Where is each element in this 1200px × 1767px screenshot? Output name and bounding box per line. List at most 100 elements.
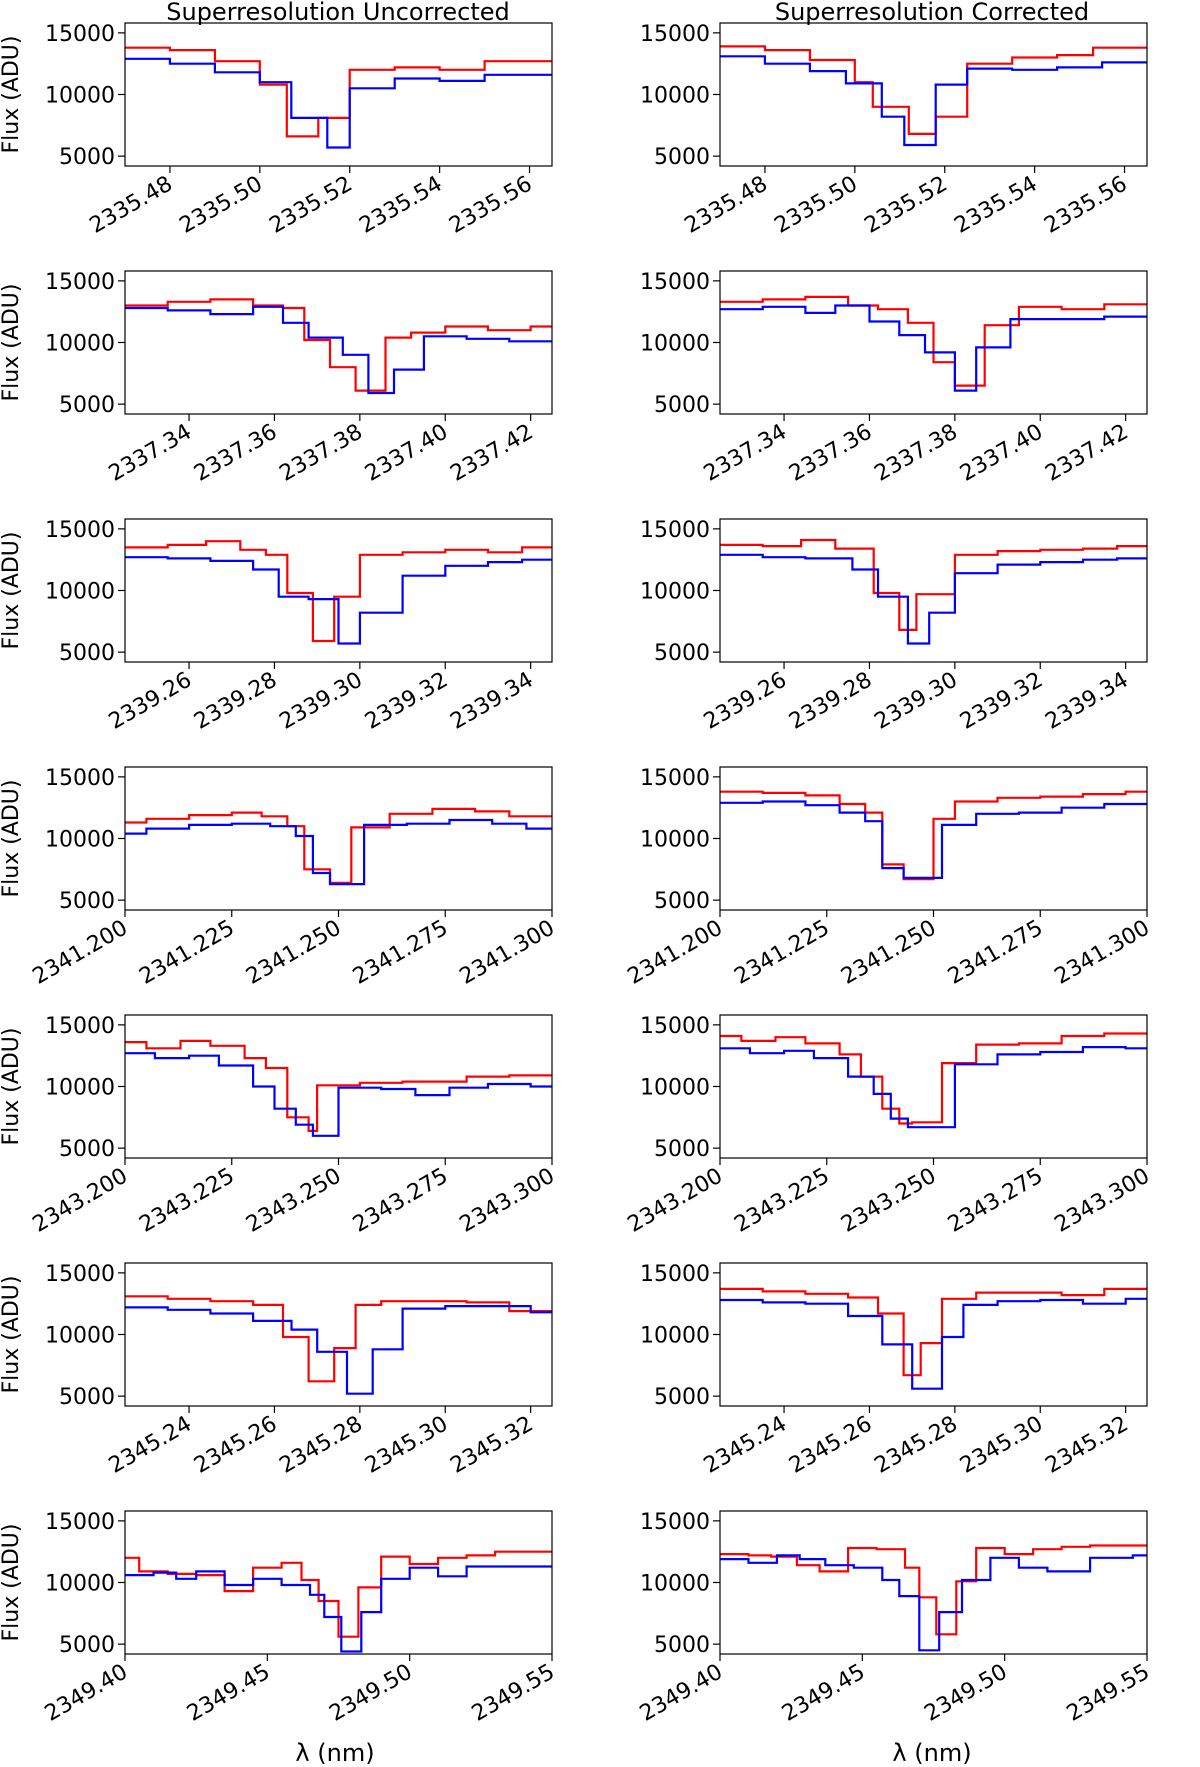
blue-series-line xyxy=(720,55,1147,147)
plot-frame xyxy=(719,1262,1148,1407)
x-tick-label: 2337.40 xyxy=(956,420,1047,487)
x-tick-label: 2349.50 xyxy=(325,1660,416,1727)
y-tick-label: 15000 xyxy=(45,270,115,295)
x-tick-label: 2341.225 xyxy=(730,916,833,990)
x-axis-label-left: λ (nm) xyxy=(295,1739,374,1767)
column-title-corrected: Superresolution Corrected xyxy=(775,0,1089,26)
x-tick-label: 2339.28 xyxy=(785,668,876,735)
x-tick-label: 2337.34 xyxy=(105,420,196,487)
x-tick-label: 2341.200 xyxy=(29,916,132,990)
x-tick-label: 2349.50 xyxy=(920,1660,1011,1727)
x-tick-label: 2349.45 xyxy=(778,1660,869,1727)
chart-panel: 5000 10000 15000 2349.40 2349.45 2349.50 2349.… xyxy=(0,1510,559,1727)
x-tick-label: 2345.24 xyxy=(105,1412,196,1479)
panels: 500010000150002335.482335.502335.522335.… xyxy=(0,22,1154,1727)
x-tick-label: 2345.30 xyxy=(956,1412,1047,1479)
x-tick-label: 2349.40 xyxy=(636,1660,727,1727)
y-tick-label: 10000 xyxy=(45,1572,115,1597)
red-series-line xyxy=(720,1544,1147,1636)
red-series-line xyxy=(125,298,552,392)
blue-series-line xyxy=(125,1305,552,1395)
x-tick-label: 2343.200 xyxy=(624,1164,727,1238)
x-tick-label: 2345.30 xyxy=(361,1412,452,1479)
chart-panel: 5000 10000 15000 2349.40 2349.45 2349.50 2349.… xyxy=(636,1510,1154,1727)
x-tick-label: 2335.52 xyxy=(265,172,356,239)
chart-panel: 500010000150002335.482335.502335.522335.… xyxy=(0,22,553,239)
y-tick-label: 5000 xyxy=(654,641,710,666)
x-tick-label: 2345.28 xyxy=(276,1412,367,1479)
blue-series-line xyxy=(125,1052,552,1137)
x-tick-label: 2337.38 xyxy=(871,420,962,487)
x-tick-label: 2337.34 xyxy=(700,420,791,487)
x-tick-label: 2345.32 xyxy=(446,1412,537,1479)
x-tick-label: 2341.275 xyxy=(349,916,452,990)
y-tick-label: 15000 xyxy=(640,270,710,295)
red-series-line xyxy=(125,807,552,884)
x-tick-label: 2345.24 xyxy=(700,1412,791,1479)
y-tick-label: 15000 xyxy=(45,22,115,47)
chart-panel: 500010000150002339.262339.282339.302339.… xyxy=(640,518,1148,735)
y-tick-label: 15000 xyxy=(45,518,115,543)
x-tick-label: 2345.26 xyxy=(190,1412,281,1479)
y-axis-label: Flux (ADU) xyxy=(0,780,24,898)
x-tick-label: 2335.48 xyxy=(681,172,772,239)
y-tick-label: 10000 xyxy=(45,332,115,357)
x-tick-label: 2337.36 xyxy=(190,420,281,487)
blue-series-line xyxy=(125,57,552,149)
chart-panel: 500010000150002337.342337.362337.382337.… xyxy=(0,270,553,487)
y-tick-label: 15000 xyxy=(640,1014,710,1039)
y-tick-label: 5000 xyxy=(59,889,115,914)
red-series-line xyxy=(720,1032,1147,1125)
y-tick-label: 15000 xyxy=(45,1014,115,1039)
x-tick-label: 2343.200 xyxy=(29,1164,132,1238)
x-tick-label: 2343.250 xyxy=(837,1164,940,1238)
x-tick-label: 2341.250 xyxy=(242,916,345,990)
y-axis-label: Flux (ADU) xyxy=(0,1028,24,1146)
blue-series-line xyxy=(720,1297,1147,1390)
red-series-line xyxy=(720,295,1147,387)
y-tick-label: 15000 xyxy=(640,1262,710,1287)
x-axis-label-right: λ (nm) xyxy=(892,1739,971,1767)
y-tick-label: 15000 xyxy=(640,22,710,47)
x-tick-label: 2335.54 xyxy=(950,172,1041,239)
plot-frame xyxy=(124,270,553,415)
x-tick-label: 2341.200 xyxy=(624,916,727,990)
y-tick-label: 10000 xyxy=(45,1324,115,1349)
x-tick-label: 2339.30 xyxy=(871,668,962,735)
x-tick-label: 2341.300 xyxy=(1051,916,1154,990)
x-tick-label: 2341.225 xyxy=(135,916,238,990)
y-tick-label: 5000 xyxy=(59,393,115,418)
y-tick-label: 10000 xyxy=(45,84,115,109)
x-tick-label: 2343.300 xyxy=(1051,1164,1154,1238)
x-tick-label: 2343.250 xyxy=(242,1164,345,1238)
x-tick-label: 2335.54 xyxy=(355,172,446,239)
blue-series-line xyxy=(720,553,1147,645)
y-tick-label: 10000 xyxy=(640,580,710,605)
x-tick-label: 2335.50 xyxy=(771,172,862,239)
red-series-line xyxy=(125,1550,552,1638)
chart-panel: 500010000150002337.342337.362337.382337.… xyxy=(640,270,1148,487)
plot-frame xyxy=(124,1262,553,1407)
x-tick-label: 2349.55 xyxy=(1063,1660,1154,1727)
y-tick-label: 5000 xyxy=(59,1137,115,1162)
x-tick-label: 2337.38 xyxy=(276,420,367,487)
x-tick-label: 2339.32 xyxy=(956,668,1047,735)
y-tick-label: 15000 xyxy=(45,766,115,791)
x-tick-label: 2335.50 xyxy=(176,172,267,239)
plot-frame xyxy=(719,518,1148,663)
y-tick-label: 15000 xyxy=(45,1510,115,1535)
red-series-line xyxy=(125,1295,552,1383)
x-tick-label: 2335.52 xyxy=(860,172,951,239)
y-tick-label: 5000 xyxy=(59,1633,115,1658)
red-series-line xyxy=(125,1039,552,1132)
y-tick-label: 5000 xyxy=(59,145,115,170)
x-tick-label: 2343.225 xyxy=(730,1164,833,1238)
x-tick-label: 2337.42 xyxy=(1041,420,1132,487)
red-series-line xyxy=(125,46,552,138)
x-tick-label: 2345.28 xyxy=(871,1412,962,1479)
red-series-line xyxy=(720,790,1147,881)
x-tick-label: 2339.30 xyxy=(276,668,367,735)
blue-series-line xyxy=(125,1565,552,1653)
